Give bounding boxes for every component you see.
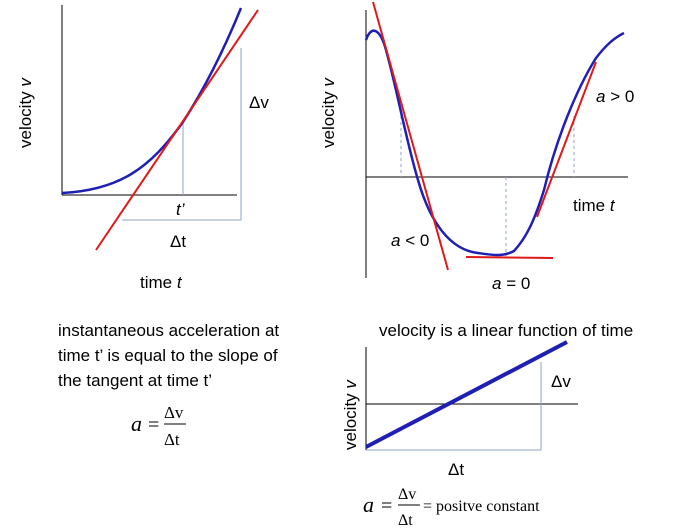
formula-eq: =: [148, 414, 159, 436]
panel1-tangent-line: [95, 9, 259, 251]
panel2-xlabel: time t: [573, 196, 616, 215]
panel3-delta-v: Δv: [551, 372, 571, 391]
panel-linear-velocity: velocity is a linear function of time ve…: [341, 321, 633, 529]
panel2-ylabel: velocity v: [319, 77, 338, 148]
panel3-title: velocity is a linear function of time: [379, 321, 633, 340]
panel3-formula-numerator: Δv: [398, 486, 416, 503]
panel1-xlabel: time t: [140, 273, 183, 292]
explanation-line-2: time t’ is equal to the slope of: [58, 346, 278, 365]
formula-denominator: Δt: [164, 430, 180, 449]
panel1-delta-v: Δv: [249, 93, 269, 112]
panel3-velocity-line: [365, 340, 568, 449]
panel3-delta-t: Δt: [448, 460, 464, 479]
panel1-velocity-curve: [61, 7, 243, 195]
panel1-delta-t: Δt: [170, 232, 186, 251]
panel3-formula-eq: =: [381, 495, 392, 517]
panel3-delta-bracket: [366, 362, 542, 451]
explanation-line-1: instantaneous acceleration at: [58, 321, 279, 340]
panel2-velocity-curve: [364, 29, 625, 257]
panel1-delta-bracket: [122, 48, 242, 221]
explanation-block: instantaneous acceleration at time t’ is…: [58, 321, 279, 449]
panel2-a-positive: a > 0: [596, 87, 634, 106]
formula-a: a: [131, 411, 142, 436]
panel2-tangent-zero: [465, 256, 554, 259]
panel3-formula-rhs: = positve constant: [423, 498, 540, 515]
panel1-ylabel: velocity v: [16, 77, 35, 148]
panel2-a-negative: a < 0: [391, 231, 429, 250]
panel3-ylabel: velocity v: [341, 379, 360, 450]
panel-tangent-slope: velocity v Δv t’ Δt time t: [16, 5, 269, 292]
formula-numerator: Δv: [164, 403, 184, 422]
panel2-tangent-positive: [536, 61, 597, 218]
panel2-tangent-negative: [372, 1, 449, 271]
panel1-t-prime-label: t’: [176, 200, 185, 219]
panel3-formula-denominator: Δt: [398, 512, 413, 529]
panel3-formula-a: a: [363, 492, 374, 517]
panel-acceleration-signs: velocity v a > 0 time t a < 0 a = 0: [319, 1, 634, 293]
explanation-line-3: the tangent at time t’: [58, 371, 212, 390]
panel2-a-zero: a = 0: [492, 274, 530, 293]
